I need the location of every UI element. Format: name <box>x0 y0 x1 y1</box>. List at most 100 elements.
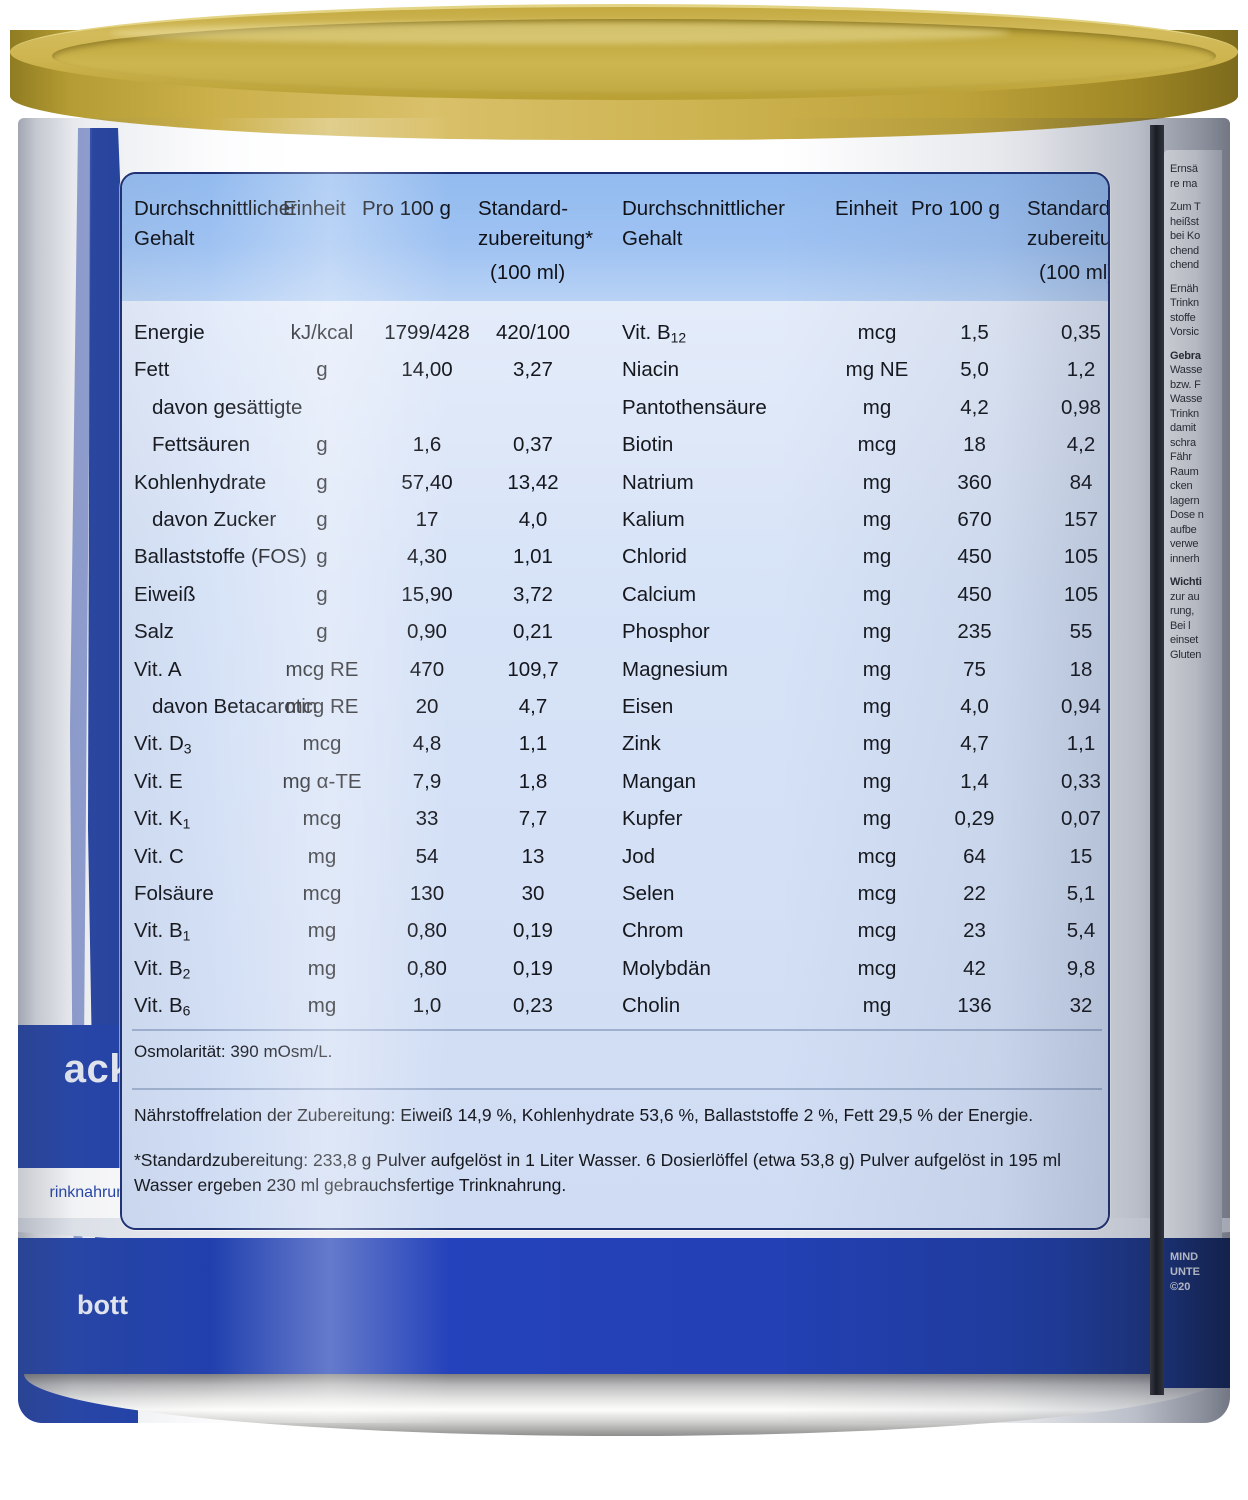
nutrient-per-100g: 18 <box>963 433 986 457</box>
bottom-blue-band <box>18 1238 1230 1388</box>
nutrient-standard-prep: 7,7 <box>518 807 548 831</box>
nutrient-per-100g: 17 <box>415 508 439 531</box>
table-row: Selen mcg 22 5,1 <box>122 875 1108 913</box>
table-row: Ballaststoffe (FOS) g 4,30 1,01 <box>122 538 1108 576</box>
side-panel-spacer <box>1170 340 1222 349</box>
side-panel-bottom-line: MIND <box>1170 1251 1199 1263</box>
nutrient-name: Zink <box>622 732 661 756</box>
nutrient-per-100g: 1799/428 <box>384 321 470 344</box>
side-panel-line: Ernsä <box>1170 163 1198 175</box>
side-panel-spacer <box>1170 566 1222 575</box>
nutrient-per-100g: 1,4 <box>960 769 989 793</box>
side-panel-line: cken <box>1170 480 1193 492</box>
side-panel-line: Zum T <box>1170 201 1201 213</box>
nutrient-standard-prep: 13 <box>521 844 545 868</box>
side-panel-line: chend <box>1170 244 1199 257</box>
nutrient-name: Chlorid <box>622 545 687 569</box>
nutrient-per-100g: 33 <box>415 807 439 831</box>
nutrient-per-100g: 75 <box>963 657 986 681</box>
side-panel-line: Trinkn <box>1170 297 1199 309</box>
osmolarity-note: Osmolarität: 390 mOsm/L. <box>134 1042 333 1061</box>
nutrient-per-100g: 23 <box>963 919 986 943</box>
nutrient-per-100g: 5,0 <box>960 358 989 382</box>
nutrient-per-100g: 14,00 <box>401 358 453 382</box>
nutrient-per-100g: 450 <box>957 545 992 569</box>
nutrient-standard-prep: 105 <box>1063 582 1099 606</box>
table-row: Zink mg 4,7 1,1 <box>122 725 1108 763</box>
nutrient-per-100g: 57,40 <box>401 470 453 494</box>
nutrient-name: Selen <box>622 882 675 905</box>
nutrient-unit: mcg <box>857 844 897 868</box>
nutrient-name: Eisen <box>622 695 674 718</box>
nutrient-standard-prep: 0,19 <box>513 919 553 943</box>
table-row: Kupfer mg 0,29 0,07 <box>122 800 1108 838</box>
nutrient-unit: mcg <box>302 882 342 905</box>
header-col4-line3: (100 ml) <box>490 261 566 284</box>
nutrient-per-100g: 1,0 <box>412 994 442 1018</box>
side-panel-bottom-text: MIND UNTE ©20 <box>1170 1250 1248 1295</box>
header-col4-line1: Standard- <box>478 197 569 220</box>
nutrient-name: Biotin <box>622 433 674 457</box>
header2-col3: Pro 100 g <box>911 197 1000 220</box>
nutrient-per-100g: 360 <box>957 470 992 494</box>
nutrient-name: Fettsäuren <box>152 433 250 457</box>
nutrient-per-100g: 15,90 <box>401 582 453 606</box>
can-lid-inner-recess <box>52 19 1216 93</box>
side-panel-line: zur au <box>1170 590 1200 603</box>
nutrient-per-100g: 4,7 <box>960 732 989 756</box>
nutrient-unit: mg <box>862 582 892 606</box>
nutrient-unit: mg <box>307 919 337 943</box>
table-row: Fett g 14,00 3,27 <box>122 351 1108 389</box>
nutrient-unit: g <box>316 358 328 382</box>
nutrient-per-100g: 450 <box>957 582 992 606</box>
table-row: Vit. B6 mg 1,0 0,23 <box>122 987 1108 1025</box>
can-seam <box>1150 125 1164 1395</box>
nutrient-unit: mcg <box>857 956 897 980</box>
nutrient-standard-prep: 1,1 <box>1066 732 1096 756</box>
nutrient-name: Vit. B1 <box>134 919 191 944</box>
table-row: Mangan mg 1,4 0,33 <box>122 763 1108 801</box>
nutrient-standard-prep: 105 <box>1063 545 1099 569</box>
header2-col1-line2: Gehalt <box>622 227 683 250</box>
table-row: Salz g 0,90 0,21 <box>122 613 1108 651</box>
nutrient-standard-prep: 0,94 <box>1061 695 1101 718</box>
table-row: Vit. B1 mg 0,80 0,19 <box>122 912 1108 950</box>
nutrient-name: Vit. K1 <box>134 807 191 832</box>
table-row: Vit. B12 mcg 1,5 0,35 <box>122 314 1108 352</box>
nutrient-unit: mg <box>862 994 892 1018</box>
nutrient-name: Phosphor <box>622 620 710 644</box>
side-panel-line: Wasse <box>1170 364 1203 376</box>
side-panel-line: bzw. F <box>1170 378 1201 391</box>
header-col2: Einheit <box>283 197 346 220</box>
side-panel-bottom-line: UNTE <box>1170 1266 1200 1278</box>
nutrient-unit: mcg <box>302 732 342 756</box>
table-row: Fettsäuren g 1,6 0,37 <box>122 426 1108 464</box>
table-row: Molybdän mcg 42 9,8 <box>122 950 1108 988</box>
nutrient-standard-prep: 4,2 <box>1066 433 1096 457</box>
category-fragment: rinknahrung <box>49 1184 135 1201</box>
side-panel-line: Gebra <box>1170 349 1201 362</box>
table-row: Folsäure mcg 130 30 <box>122 875 1108 913</box>
side-panel-line: re ma <box>1170 177 1198 190</box>
nutrient-name: Cholin <box>622 994 681 1018</box>
nutrient-name: Molybdän <box>622 956 711 980</box>
nutrient-standard-prep: 0,23 <box>513 994 553 1018</box>
nutrient-name: Kupfer <box>622 807 683 831</box>
nutrient-unit: mcg <box>857 882 897 905</box>
nutrient-per-100g: 42 <box>963 956 986 980</box>
nutrient-per-100g: 0,80 <box>407 956 447 980</box>
nutrient-unit: g <box>316 545 328 569</box>
nutrient-per-100g: 4,0 <box>960 695 989 718</box>
nutrient-standard-prep: 109,7 <box>507 657 559 681</box>
nutrient-unit: kJ/kcal <box>290 321 354 344</box>
side-panel-line: Bei l <box>1170 619 1191 632</box>
side-info-panel: Ernsä re ma Zum T heißst bei Ko chend chend Ern… <box>1164 150 1222 1365</box>
nutrient-unit: mcg <box>302 807 342 831</box>
nutrient-unit: mg NE <box>845 358 909 382</box>
header-col1-line1: Durchschnittlicher <box>134 197 297 220</box>
nutrient-name: Fett <box>134 358 170 382</box>
nutrient-unit: g <box>316 582 328 606</box>
nutrient-standard-prep: 32 <box>1069 994 1093 1018</box>
nutrient-name: Ballaststoffe (FOS) <box>134 545 307 569</box>
